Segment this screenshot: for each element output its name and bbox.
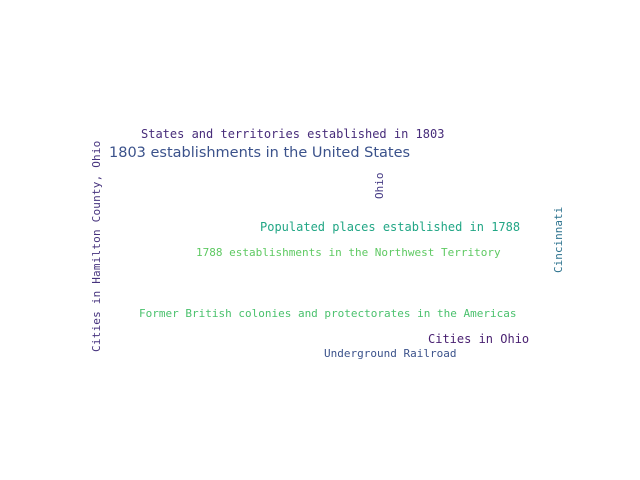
word-cincinnati: Cincinnati [552, 206, 565, 273]
word-underground-railroad: Underground Railroad [324, 347, 457, 360]
word-cities-in-ohio: Cities in Ohio [428, 332, 530, 346]
word-1788-establishments-in-the-northwest-territory: 1788 establishments in the Northwest Ter… [196, 246, 501, 259]
word-states-and-territories-established-in-1803: States and territories established in 18… [141, 127, 445, 141]
word-former-british-colonies-and-protectorates-in-the-americas: Former British colonies and protectorate… [139, 307, 517, 320]
word-populated-places-established-in-1788: Populated places established in 1788 [260, 220, 521, 234]
word-ohio: Ohio [373, 172, 386, 200]
word-cities-in-hamilton-county-ohio: Cities in Hamilton County, Ohio [90, 140, 103, 353]
word-1803-establishments-in-the-united-states: 1803 establishments in the United States [109, 145, 411, 161]
